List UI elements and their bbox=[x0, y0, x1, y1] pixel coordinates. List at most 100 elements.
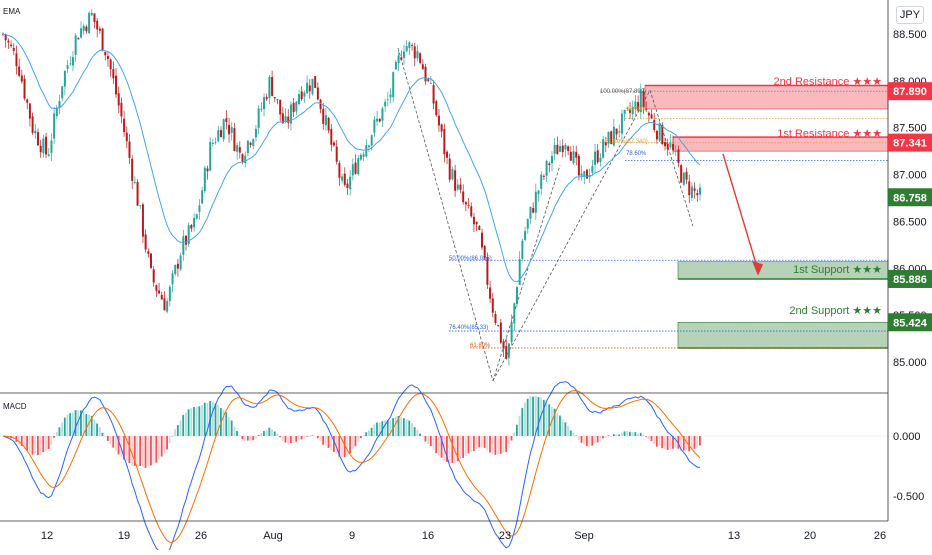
candle bbox=[66, 65, 69, 69]
candle bbox=[163, 298, 166, 311]
candle bbox=[419, 53, 422, 63]
candle bbox=[594, 151, 597, 165]
candle bbox=[537, 190, 540, 195]
candle bbox=[238, 147, 241, 153]
candle bbox=[661, 124, 664, 145]
currency-button[interactable]: JPY bbox=[896, 6, 924, 24]
candle bbox=[133, 181, 136, 183]
candle bbox=[303, 92, 306, 97]
candle bbox=[443, 129, 446, 155]
candle bbox=[324, 115, 327, 126]
candle bbox=[150, 253, 153, 268]
candle bbox=[182, 236, 185, 255]
level-label-r1: 1st Resistance ★★★ bbox=[777, 128, 882, 140]
candle bbox=[381, 108, 384, 121]
candle bbox=[26, 99, 29, 103]
candle bbox=[394, 61, 397, 70]
candle bbox=[540, 174, 543, 189]
candle bbox=[435, 101, 438, 116]
candle bbox=[357, 158, 360, 175]
candle bbox=[268, 76, 271, 99]
candle bbox=[411, 45, 414, 46]
candle bbox=[693, 188, 696, 191]
candle bbox=[478, 226, 481, 230]
candle bbox=[222, 119, 225, 140]
candle bbox=[34, 130, 37, 134]
candle bbox=[690, 186, 693, 198]
candle bbox=[90, 12, 93, 16]
candle bbox=[456, 184, 459, 190]
candle bbox=[674, 150, 677, 152]
candle bbox=[615, 128, 618, 135]
candle bbox=[499, 322, 502, 343]
candle bbox=[254, 128, 257, 138]
zone-r2 bbox=[644, 85, 889, 110]
candle bbox=[553, 144, 556, 154]
candle bbox=[179, 255, 182, 270]
candle bbox=[166, 301, 169, 312]
candle bbox=[467, 204, 470, 206]
candle bbox=[642, 91, 645, 107]
candle bbox=[53, 113, 56, 139]
level-label-s2: 2nd Support ★★★ bbox=[789, 305, 882, 317]
candle bbox=[276, 99, 279, 101]
zone-s2 bbox=[677, 321, 889, 349]
candle bbox=[115, 75, 118, 95]
candle bbox=[101, 28, 104, 51]
x-tick: 9 bbox=[349, 530, 355, 542]
candle bbox=[82, 25, 85, 31]
candle bbox=[109, 59, 112, 70]
candle bbox=[386, 99, 389, 101]
candle bbox=[532, 208, 535, 213]
price-tick: 88.500 bbox=[893, 29, 927, 41]
candle bbox=[271, 76, 274, 96]
candle bbox=[136, 181, 139, 206]
candle bbox=[12, 47, 15, 51]
candle bbox=[141, 204, 144, 237]
candle bbox=[637, 102, 640, 111]
candle bbox=[516, 287, 519, 305]
candle bbox=[263, 97, 266, 110]
candle bbox=[421, 64, 424, 70]
indicator-label: EMA bbox=[3, 7, 21, 16]
x-tick: 20 bbox=[804, 530, 816, 542]
candle bbox=[195, 214, 198, 219]
candle bbox=[666, 143, 669, 150]
price-tick: 87.000 bbox=[893, 170, 927, 182]
candle bbox=[486, 257, 489, 285]
candle bbox=[524, 231, 527, 240]
candle bbox=[69, 63, 72, 65]
candle bbox=[187, 225, 190, 244]
candle bbox=[548, 163, 551, 166]
price-tag-text-r1: 87.341 bbox=[893, 138, 927, 150]
candle bbox=[23, 78, 26, 99]
candle bbox=[206, 168, 209, 172]
candle bbox=[50, 140, 53, 153]
price-tag-text-s2: 85.424 bbox=[893, 317, 928, 329]
candle bbox=[257, 108, 260, 128]
candle bbox=[287, 116, 290, 123]
candle bbox=[190, 224, 193, 229]
candle bbox=[413, 46, 416, 59]
x-tick: 26 bbox=[195, 530, 207, 542]
candle bbox=[505, 345, 508, 359]
candle bbox=[211, 142, 214, 144]
candle bbox=[58, 100, 61, 109]
candle bbox=[564, 144, 567, 150]
candle bbox=[120, 102, 123, 117]
candle bbox=[63, 70, 66, 87]
candle bbox=[483, 245, 486, 258]
candle bbox=[341, 176, 344, 181]
candle bbox=[203, 167, 206, 192]
candle bbox=[61, 86, 64, 99]
candle bbox=[359, 154, 362, 160]
candle bbox=[319, 99, 322, 110]
macd-label: MACD bbox=[3, 402, 27, 411]
price-tag-text-s1: 85.886 bbox=[893, 274, 927, 286]
candle bbox=[620, 113, 623, 134]
candle bbox=[55, 107, 58, 117]
candle bbox=[316, 87, 319, 100]
candle bbox=[176, 263, 179, 269]
candle bbox=[74, 35, 77, 55]
